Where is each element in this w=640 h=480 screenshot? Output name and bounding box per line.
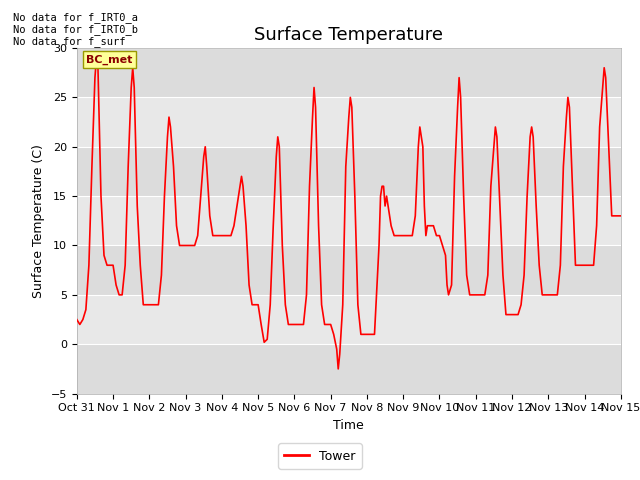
Bar [77, 196, 621, 245]
Text: No data for f_surf: No data for f_surf [13, 36, 125, 47]
Bar [77, 147, 621, 196]
Bar [77, 245, 621, 295]
Bar [77, 48, 621, 97]
Bar [77, 344, 621, 394]
X-axis label: Time: Time [333, 419, 364, 432]
Text: No data for f_IRT0_b: No data for f_IRT0_b [13, 24, 138, 35]
Y-axis label: Surface Temperature (C): Surface Temperature (C) [32, 144, 45, 298]
Title: Surface Temperature: Surface Temperature [254, 25, 444, 44]
Text: BC_met: BC_met [86, 55, 132, 65]
Legend: Tower: Tower [278, 444, 362, 469]
Text: No data for f_IRT0_a: No data for f_IRT0_a [13, 12, 138, 23]
Bar [77, 295, 621, 344]
Bar [77, 97, 621, 147]
